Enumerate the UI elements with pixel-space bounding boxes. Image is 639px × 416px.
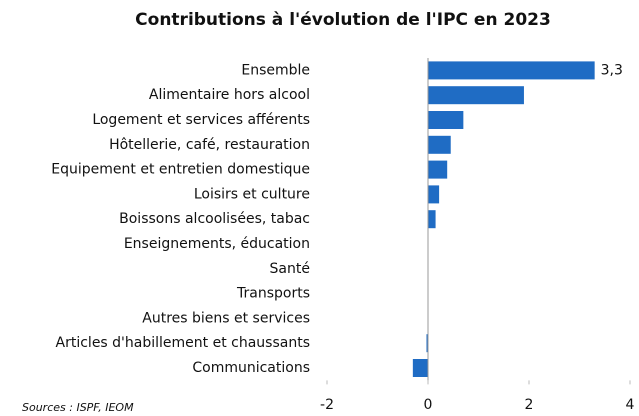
y-tick-label: Ensemble <box>241 62 310 78</box>
bar <box>428 86 524 105</box>
x-tick-label: 0 <box>424 397 433 413</box>
value-label: 3,3 <box>601 62 623 78</box>
y-tick-label: Santé <box>270 261 310 277</box>
y-tick-label: Alimentaire hors alcool <box>149 87 310 103</box>
y-tick-label: Enseignements, éducation <box>124 236 310 252</box>
bar <box>428 61 595 80</box>
bar <box>428 160 448 179</box>
y-tick-label: Loisirs et culture <box>194 186 310 202</box>
y-tick-label: Logement et services afférents <box>92 112 310 128</box>
bar <box>428 185 440 204</box>
x-tick-label: 4 <box>626 397 635 413</box>
y-tick-label: Equipement et entretien domestique <box>51 162 310 178</box>
y-tick-label: Articles d'habillement et chaussants <box>56 335 310 351</box>
chart-title: Contributions à l'évolution de l'IPC en … <box>135 10 551 30</box>
bar <box>426 334 428 353</box>
y-tick-label: Hôtellerie, café, restauration <box>109 137 310 153</box>
bar <box>428 210 436 229</box>
bar <box>412 359 428 377</box>
bar <box>428 111 464 129</box>
y-tick-label: Autres biens et services <box>142 310 310 326</box>
y-tick-label: Communications <box>192 360 310 376</box>
source: Sources : ISPF, IEOM <box>22 401 134 414</box>
y-tick-label: Transports <box>236 286 310 302</box>
x-tick-label: -2 <box>320 397 334 413</box>
y-tick-label: Boissons alcoolisées, tabac <box>119 211 310 227</box>
bar <box>428 135 451 154</box>
x-tick-label: 2 <box>525 397 534 413</box>
